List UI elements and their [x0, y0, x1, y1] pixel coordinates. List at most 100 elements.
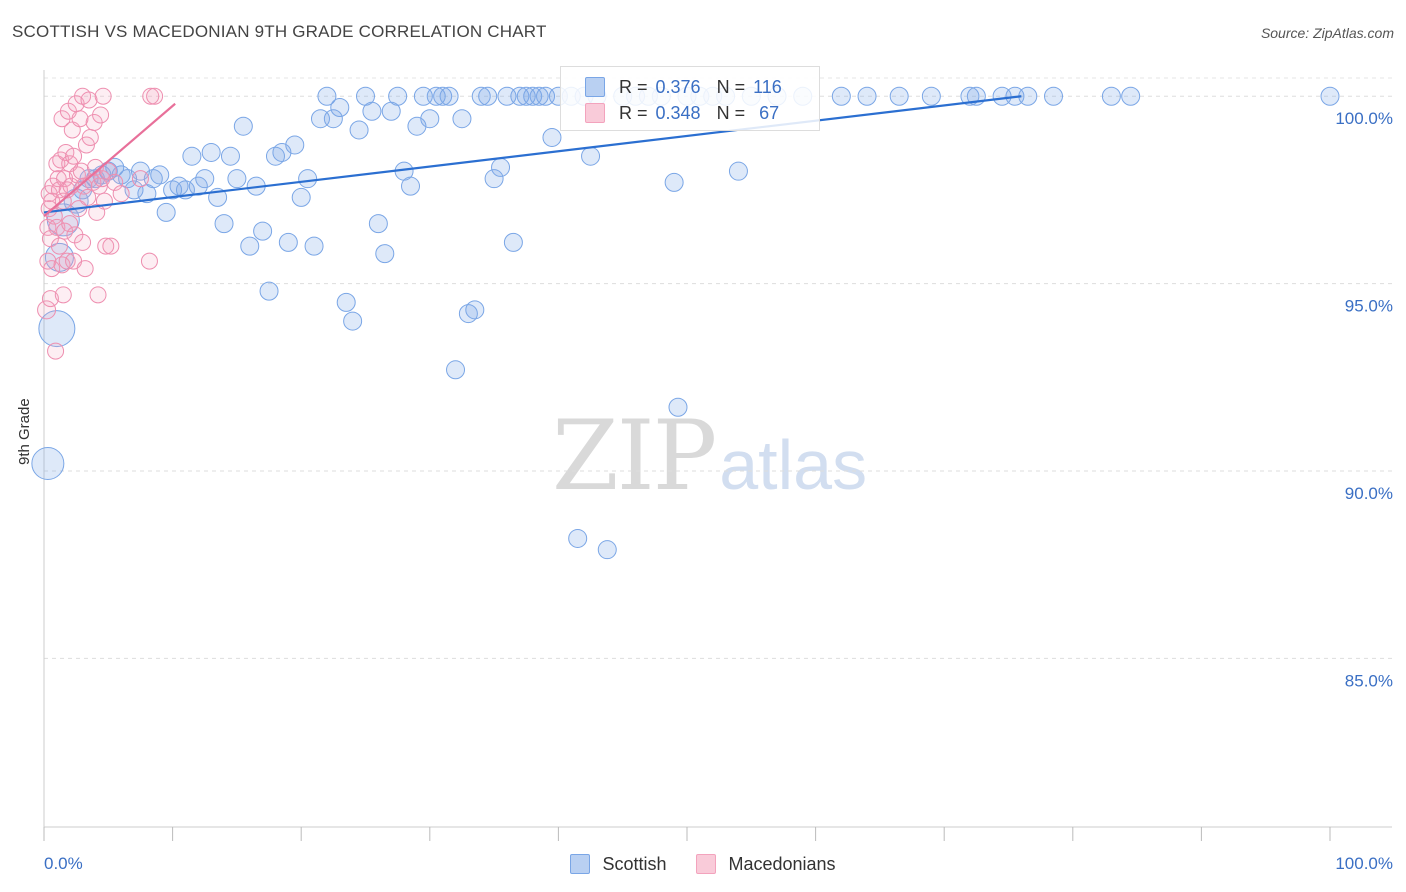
scottish-point: [668, 397, 688, 417]
scottish-point: [465, 300, 485, 320]
scottish-point: [169, 176, 189, 196]
scottish-point: [317, 86, 337, 106]
scottish-point: [889, 86, 909, 106]
macedonian-point: [37, 300, 57, 320]
y-tick-label: 85.0%: [1345, 671, 1393, 690]
y-tick-label: 95.0%: [1345, 297, 1393, 316]
series-swatch-macedonians: [696, 854, 717, 874]
series-label-scottish: Scottish: [602, 853, 667, 874]
scottish-point: [529, 86, 549, 106]
scottish-point: [278, 232, 298, 252]
macedonian-point: [112, 185, 130, 203]
macedonian-point: [102, 237, 120, 255]
legend-n-value-macedonian: 67: [759, 102, 780, 123]
scottish-point: [265, 146, 285, 166]
grid-lines: [44, 77, 1392, 659]
series-swatch-scottish: [570, 854, 591, 874]
trend-lines: [43, 95, 1022, 217]
macedonian-point: [76, 260, 94, 278]
scottish-point: [1320, 86, 1340, 106]
correlation-legend: R = 0.376 N = 116 R = 0.348 N = 67: [560, 66, 820, 131]
scottish-point: [581, 146, 601, 166]
macedonian-trend-line: [43, 102, 176, 217]
macedonian-point: [142, 87, 160, 105]
scottish-points: [31, 86, 1340, 560]
macedonian-point: [80, 91, 98, 109]
scottish-point: [1044, 86, 1064, 106]
scottish-point: [240, 236, 260, 256]
scottish-point: [471, 86, 491, 106]
legend-r-label: R =: [619, 76, 648, 97]
scottish-point: [362, 101, 382, 121]
legend-r-label: R =: [619, 102, 648, 123]
series-legend: Scottish Macedonians: [0, 852, 1406, 876]
scottish-point: [188, 176, 208, 196]
scottish-point: [349, 120, 369, 140]
scottish-point: [201, 142, 221, 162]
macedonian-point: [47, 342, 65, 360]
scottish-point: [503, 232, 523, 252]
scottish-point: [452, 109, 472, 129]
scottish-point: [150, 165, 170, 185]
y-tick-label: 90.0%: [1345, 484, 1393, 503]
scottish-point: [484, 169, 504, 189]
chart-source: Source: ZipAtlas.com: [1260, 25, 1394, 41]
scottish-point: [298, 169, 318, 189]
scottish-point: [664, 172, 684, 192]
macedonian-point: [61, 215, 79, 233]
legend-row-macedonian: R = 0.348 N = 67: [585, 101, 779, 125]
scottish-point: [433, 86, 453, 106]
tick-labels: 85.0% 90.0% 95.0% 100.0% 0.0% 100.0%: [44, 109, 1393, 873]
macedonian-point: [97, 237, 115, 255]
macedonian-point: [92, 106, 110, 124]
scottish-point: [156, 202, 176, 222]
macedonian-point: [50, 237, 68, 255]
scottish-point: [343, 311, 363, 331]
scottish-point: [368, 214, 388, 234]
scottish-point: [182, 146, 202, 166]
scottish-point: [831, 86, 851, 106]
scottish-point: [568, 528, 588, 548]
legend-swatch-macedonian: [585, 103, 605, 123]
scottish-point: [291, 187, 311, 207]
legend-r-value-scottish: 0.376: [655, 76, 701, 97]
scottish-point: [728, 161, 748, 181]
scottish-point: [227, 169, 247, 189]
scottish-point: [1121, 86, 1141, 106]
scottish-trend-line: [43, 95, 1022, 214]
series-legend-scottish[interactable]: Scottish: [570, 852, 666, 876]
scottish-point: [195, 169, 215, 189]
scottish-point: [478, 86, 498, 106]
legend-swatch-scottish: [585, 77, 605, 97]
scottish-point: [323, 109, 343, 129]
macedonian-point: [41, 290, 59, 308]
scottish-point: [446, 360, 466, 380]
scottish-point: [388, 86, 408, 106]
series-legend-macedonians[interactable]: Macedonians: [696, 852, 836, 876]
scottish-point: [31, 446, 65, 480]
scottish-point: [542, 127, 562, 147]
scottish-point: [304, 236, 324, 256]
scottish-point: [1101, 86, 1121, 106]
scottish-point: [401, 176, 421, 196]
macedonian-point: [54, 286, 72, 304]
scottish-point: [420, 109, 440, 129]
chart-title: SCOTTISH VS MACEDONIAN 9TH GRADE CORRELA…: [12, 22, 547, 41]
legend-r-value-macedonian: 0.348: [655, 102, 701, 123]
y-tick-label: 100.0%: [1335, 109, 1393, 128]
scottish-point: [375, 244, 395, 264]
macedonian-point: [57, 143, 75, 161]
axes: [43, 70, 1392, 841]
macedonian-point: [94, 87, 112, 105]
scottish-point: [259, 281, 279, 301]
macedonian-points: [37, 87, 164, 360]
macedonian-point: [71, 110, 89, 128]
scottish-point: [597, 540, 617, 560]
scottish-point: [336, 292, 356, 312]
x-tick-label-max: 100.0%: [1335, 854, 1393, 873]
legend-n-label: N =: [716, 102, 746, 123]
scottish-point: [458, 304, 478, 324]
macedonian-point: [81, 128, 99, 146]
scottish-point: [220, 146, 240, 166]
